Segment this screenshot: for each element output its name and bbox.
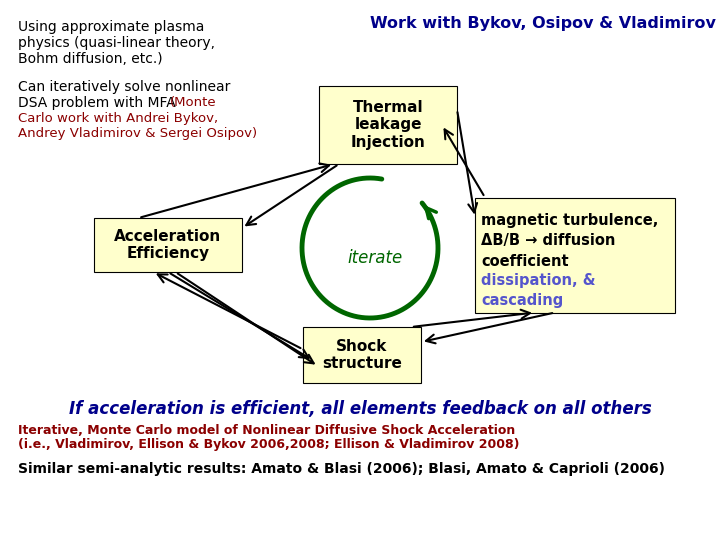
Text: If acceleration is efficient, all elements feedback on all others: If acceleration is efficient, all elemen… [68, 400, 652, 418]
Bar [303, 327, 421, 383]
Text: dissipation, &: dissipation, & [481, 273, 595, 288]
Bar [475, 198, 675, 313]
Text: iterate: iterate [347, 249, 402, 267]
Text: ΔB/B → diffusion: ΔB/B → diffusion [481, 233, 616, 248]
Text: physics (quasi-linear theory,: physics (quasi-linear theory, [18, 36, 215, 50]
Text: Acceleration
Efficiency: Acceleration Efficiency [114, 229, 222, 261]
Text: Carlo work with Andrei Bykov,: Carlo work with Andrei Bykov, [18, 112, 218, 125]
Text: Using approximate plasma: Using approximate plasma [18, 20, 204, 34]
Bar [94, 218, 242, 272]
Text: cascading: cascading [481, 294, 563, 308]
Text: magnetic turbulence,: magnetic turbulence, [481, 213, 658, 228]
Text: Work with Bykov, Osipov & Vladimirov: Work with Bykov, Osipov & Vladimirov [370, 16, 716, 31]
Text: Thermal
leakage
Injection: Thermal leakage Injection [351, 100, 426, 150]
Text: Bohm diffusion, etc.): Bohm diffusion, etc.) [18, 52, 163, 66]
Text: Andrey Vladimirov & Sergei Osipov): Andrey Vladimirov & Sergei Osipov) [18, 127, 257, 140]
Text: DSA problem with MFA: DSA problem with MFA [18, 96, 180, 110]
Text: Iterative, Monte Carlo model of Nonlinear Diffusive Shock Acceleration: Iterative, Monte Carlo model of Nonlinea… [18, 424, 516, 437]
Text: (Monte: (Monte [170, 96, 217, 109]
Bar [319, 86, 457, 164]
Text: Similar semi-analytic results: Amato & Blasi (2006); Blasi, Amato & Caprioli (20: Similar semi-analytic results: Amato & B… [18, 462, 665, 476]
Text: Shock
structure: Shock structure [322, 339, 402, 371]
Text: Can iteratively solve nonlinear: Can iteratively solve nonlinear [18, 80, 230, 94]
Text: coefficient: coefficient [481, 253, 569, 268]
Text: (i.e., Vladimirov, Ellison & Bykov 2006,2008; Ellison & Vladimirov 2008): (i.e., Vladimirov, Ellison & Bykov 2006,… [18, 438, 520, 451]
